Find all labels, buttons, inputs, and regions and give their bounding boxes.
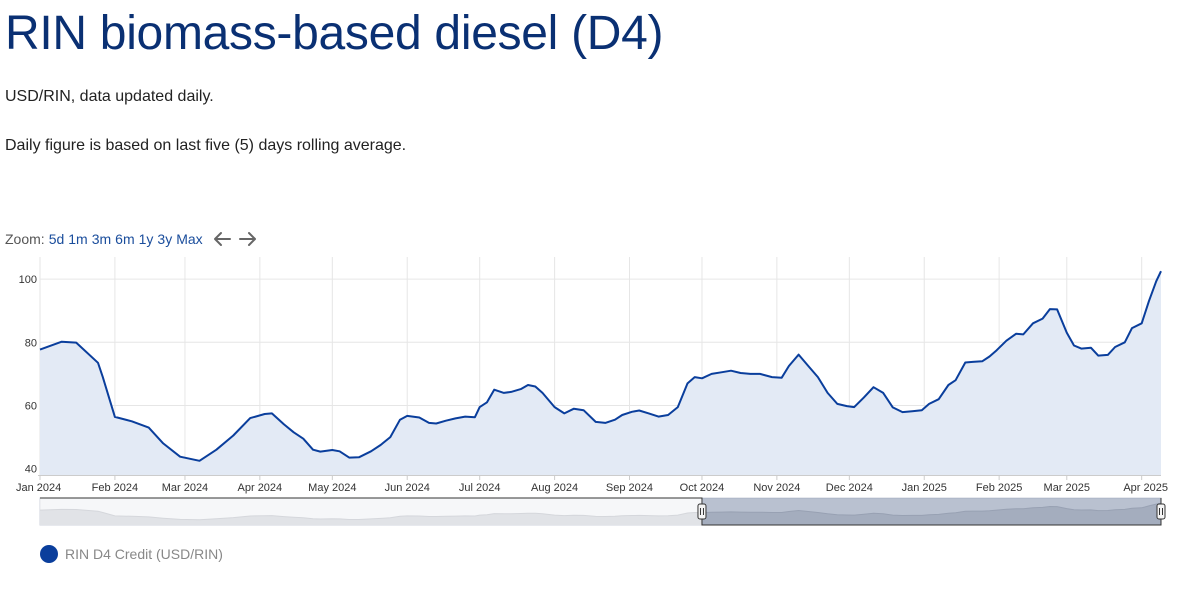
zoom-1y-button[interactable]: 1y (138, 231, 154, 247)
price-chart[interactable]: 40 60 80 100 Jan 2024 Feb 2024 Mar 2024 Apr 20… (0, 250, 1182, 535)
y-tick-label: 80 (25, 337, 37, 349)
y-tick-label: 100 (19, 274, 37, 286)
x-tick-label: Aug 2024 (531, 482, 578, 494)
x-tick-label: Mar 2025 (1044, 482, 1090, 494)
navigator-selection[interactable] (701, 498, 1161, 525)
series-area (40, 271, 1161, 475)
y-axis: 40 60 80 100 (19, 274, 37, 476)
arrow-right-icon[interactable] (237, 230, 259, 248)
navigator-outside-mask (40, 498, 702, 525)
x-tick-label: Oct 2024 (680, 482, 725, 494)
legend[interactable]: RIN D4 Credit (USD/RIN) (40, 545, 223, 563)
x-tick-label: Apr 2025 (1123, 482, 1168, 494)
x-tick-label: Dec 2024 (826, 482, 873, 494)
arrow-left-icon[interactable] (211, 230, 233, 248)
y-tick-label: 60 (25, 400, 37, 412)
navigator-handle-right[interactable] (1156, 503, 1166, 520)
zoom-3m-button[interactable]: 3m (91, 231, 112, 247)
zoom-5d-button[interactable]: 5d (48, 231, 65, 247)
x-tick-label: Sep 2024 (606, 482, 653, 494)
legend-swatch (40, 545, 58, 563)
zoom-bar: Zoom: 5d 1m 3m 6m 1y 3y Max (5, 230, 259, 248)
x-tick-label: Feb 2025 (976, 482, 1022, 494)
x-tick-label: Jul 2024 (459, 482, 501, 494)
subtitle-units: USD/RIN, data updated daily. (5, 88, 214, 105)
x-tick-label: Feb 2024 (92, 482, 138, 494)
series-line[interactable] (39, 270, 1162, 462)
legend-label: RIN D4 Credit (USD/RIN) (65, 546, 223, 562)
zoom-3y-button[interactable]: 3y (157, 231, 173, 247)
y-tick-label: 40 (25, 464, 37, 476)
x-tick-label: Jan 2025 (902, 482, 947, 494)
navigator-series-area (40, 503, 1161, 525)
zoom-1m-button[interactable]: 1m (68, 231, 88, 247)
x-tick-label: Apr 2024 (238, 482, 283, 494)
navigator-handle-left[interactable] (697, 503, 707, 520)
zoom-6m-button[interactable]: 6m (115, 231, 135, 247)
x-tick-label: Nov 2024 (753, 482, 800, 494)
zoom-label: Zoom: (5, 231, 45, 247)
subtitle-methodology: Daily figure is based on last five (5) d… (5, 137, 407, 154)
x-tick-label: Jan 2024 (16, 482, 61, 494)
x-tick-label: Mar 2024 (162, 482, 208, 494)
x-tick-label: May 2024 (308, 482, 356, 494)
x-tick-label: Jun 2024 (385, 482, 430, 494)
navigator[interactable] (39, 497, 1166, 526)
navigator-series-line (39, 502, 1162, 521)
x-axis: Jan 2024 Feb 2024 Mar 2024 Apr 2024 May 2024… (16, 475, 1168, 494)
page-title: RIN biomass-based diesel (D4) (5, 7, 664, 60)
plot-layer (39, 270, 1162, 475)
zoom-max-button[interactable]: Max (176, 231, 203, 247)
